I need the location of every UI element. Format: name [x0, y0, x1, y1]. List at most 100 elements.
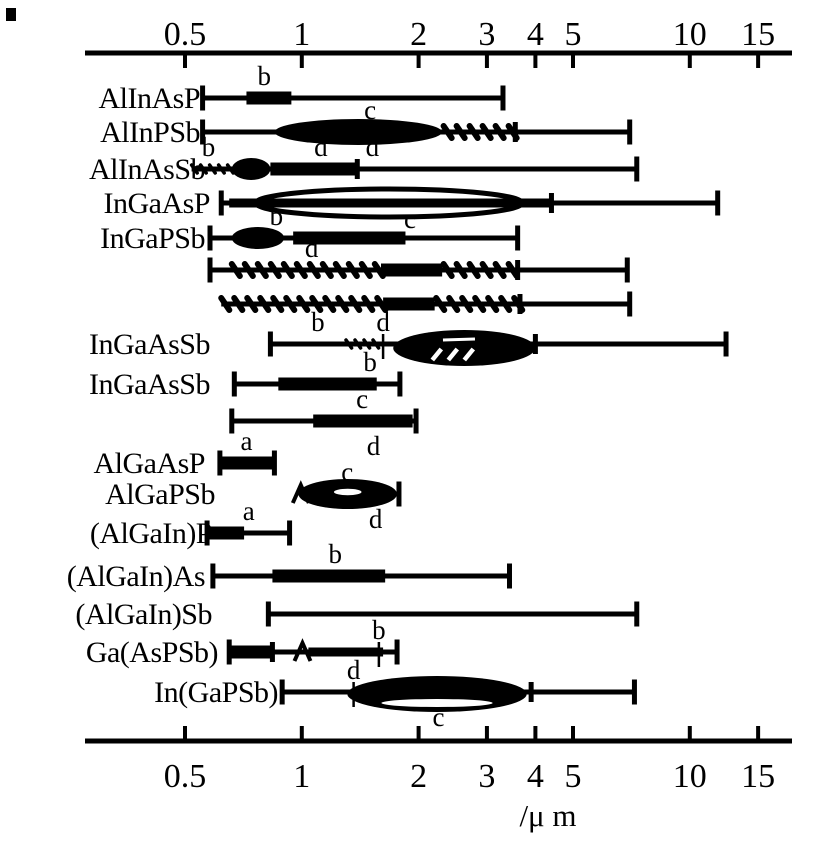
- thick-segment: [270, 162, 357, 176]
- tick-label: 10: [673, 16, 707, 53]
- blob-segment: [231, 227, 285, 249]
- range-end-cap: [715, 190, 721, 216]
- tick-mark: [533, 726, 538, 741]
- range-end-cap: [231, 371, 237, 397]
- range-end-cap: [287, 520, 293, 546]
- annotation-letter: b: [270, 201, 284, 231]
- material-row: InGaPSb b: [100, 201, 521, 255]
- range-end-cap: [207, 225, 213, 251]
- range-end-cap: [517, 294, 523, 314]
- tick-mark: [183, 53, 187, 68]
- zigzag-segment: [440, 123, 520, 141]
- material-row: InGaAsP c: [104, 186, 721, 234]
- range-line: [207, 530, 290, 536]
- annotation-letter: b: [257, 61, 271, 91]
- annotation-letter: d: [305, 233, 319, 263]
- annotation-letter: c: [404, 204, 416, 234]
- range-end-cap: [271, 450, 277, 476]
- heavy-segment: [308, 647, 384, 657]
- annotation-letter: c: [432, 702, 444, 732]
- range-end-cap: [207, 257, 213, 283]
- tick-mark: [416, 53, 421, 68]
- tick-mark: [299, 726, 304, 741]
- range-end-cap: [394, 639, 400, 665]
- range-end-cap: [218, 190, 224, 216]
- annotation-letter: a: [240, 426, 252, 456]
- heavy-segment: [229, 198, 550, 208]
- range-end-cap: [269, 642, 275, 662]
- range-end-cap: [217, 450, 223, 476]
- x-axis-unit-label: /μ m: [519, 798, 576, 833]
- zigzag-segment: [228, 261, 386, 279]
- tick-label: 3: [478, 16, 495, 53]
- zigzag-segment: [189, 163, 235, 175]
- thick-segment: [313, 414, 413, 428]
- range-end-cap: [512, 122, 518, 142]
- tick-label: 2: [410, 758, 427, 795]
- range-end-cap: [204, 520, 210, 546]
- tick-mark: [484, 53, 489, 68]
- tick-mark: [571, 53, 575, 68]
- top-axis-line: [85, 50, 792, 56]
- annotation-letter: b: [372, 615, 386, 645]
- tick-label: 1: [293, 16, 310, 53]
- annotation-letter: b: [329, 539, 343, 569]
- thick-segment: [229, 645, 271, 659]
- zigzag-segment: [218, 295, 389, 313]
- hatch-stroke: [430, 347, 444, 362]
- material-row: (AlGaIn)Sb: [75, 598, 640, 631]
- range-end-cap: [226, 639, 232, 665]
- hatch-stroke: [462, 347, 476, 362]
- top-axis: 0.5 1 2 3 4 5 10 15: [85, 16, 792, 68]
- annotation-letter: b: [363, 347, 377, 377]
- annotation-letter: d: [347, 655, 361, 685]
- tick-mark: [687, 53, 692, 68]
- tick-mark: [571, 726, 575, 741]
- range-end-cap: [634, 601, 640, 627]
- material-label: AlGaPSb: [105, 478, 215, 511]
- range-end-cap: [200, 85, 206, 111]
- material-row: (AlGaIn)P a: [90, 496, 293, 550]
- range-end-cap: [413, 408, 419, 434]
- material-label: InGaAsSb: [89, 328, 210, 361]
- hatched-blob-segment: [393, 330, 536, 366]
- range-end-cap: [396, 481, 402, 507]
- range-end-cap: [528, 682, 534, 702]
- material-label: InGaAsSb: [89, 368, 210, 401]
- material-row: Ga(AsPSb) b: [86, 615, 400, 669]
- material-row: [218, 291, 633, 317]
- material-label: InGaPSb: [100, 222, 205, 255]
- zigzag-segment: [433, 295, 526, 313]
- thick-segment: [219, 456, 275, 470]
- annotation-letter: b: [311, 307, 325, 337]
- bottom-axis-line: [85, 738, 792, 744]
- ellipse-slit: [333, 488, 362, 496]
- tick-label: 0.5: [164, 16, 207, 53]
- annotation-letter: c: [364, 95, 376, 125]
- range-end-cap: [532, 334, 538, 354]
- thick-segment: [380, 263, 443, 277]
- range-end-cap: [548, 193, 554, 213]
- tick-label: 3: [478, 758, 495, 795]
- material-row: AlGaAsP a: [93, 426, 277, 480]
- range-end-cap: [634, 156, 640, 182]
- zigzag-segment: [344, 338, 381, 350]
- blob-segment: [231, 158, 271, 180]
- tick-label: 10: [673, 758, 707, 795]
- material-row: InGaAsSb b d: [89, 307, 729, 366]
- lens-outline-segment: [253, 186, 525, 220]
- material-row: In(GaPSb) d c: [154, 655, 637, 732]
- material-row: InGaAsSb b: [89, 347, 403, 401]
- annotation-letter: b: [202, 132, 216, 162]
- zigzag-segment: [440, 261, 520, 279]
- thick-segment: [207, 526, 245, 540]
- material-label: In(GaPSb): [154, 676, 278, 709]
- material-row: cd: [229, 384, 419, 461]
- range-end-cap: [500, 85, 506, 111]
- tick-label: 15: [741, 16, 775, 53]
- range-end-cap: [506, 563, 512, 589]
- tick-mark: [687, 726, 692, 741]
- material-row: AlGaPSb cd: [105, 457, 402, 534]
- hatch-stroke: [442, 337, 476, 342]
